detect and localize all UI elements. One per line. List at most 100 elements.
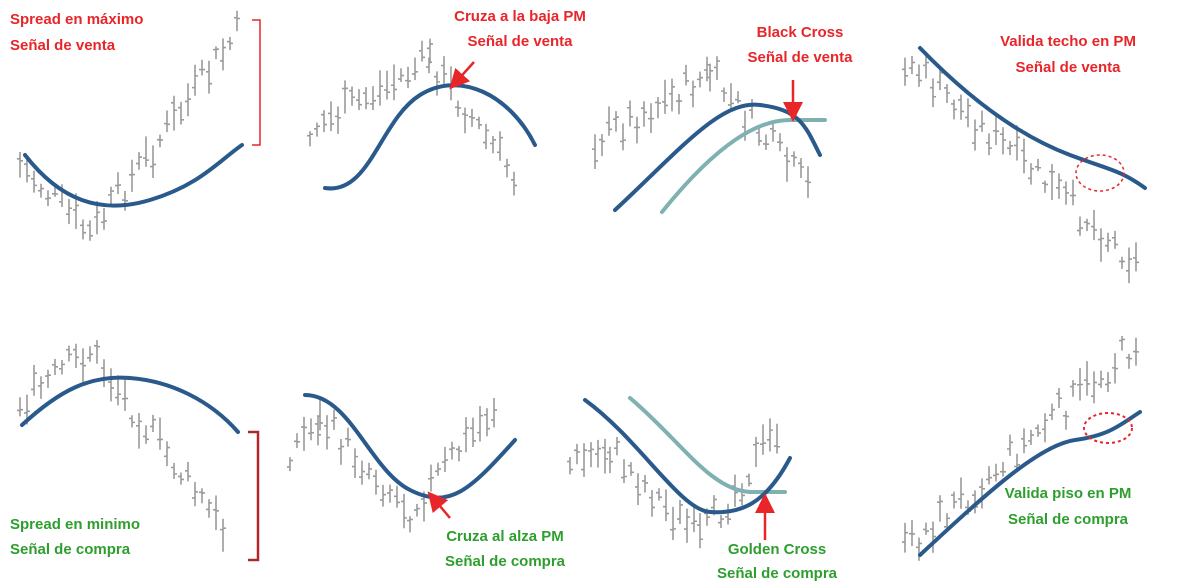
label: Spread en minimo	[10, 516, 140, 533]
label: Cruza a la baja PM	[454, 8, 586, 25]
price-bar	[1056, 387, 1062, 409]
price-bar	[721, 87, 727, 102]
price-bar	[335, 106, 341, 134]
price-bar	[1021, 428, 1027, 454]
price-bar	[171, 463, 177, 479]
price-bar	[206, 60, 212, 94]
price-bar	[52, 358, 58, 375]
price-bar	[129, 415, 135, 428]
price-bar	[979, 478, 985, 509]
price-bar	[150, 414, 156, 432]
price-bar	[592, 134, 598, 169]
price-bar	[301, 416, 307, 451]
moving-average	[918, 46, 1147, 190]
price-bar	[1091, 209, 1097, 241]
price-bar	[760, 424, 766, 455]
price-bar	[185, 83, 191, 117]
price-bar	[227, 36, 233, 51]
price-bar	[24, 158, 30, 183]
price-bar	[1000, 127, 1006, 155]
price-bar	[1007, 434, 1013, 456]
price-bar	[328, 101, 334, 132]
moving-average-slow	[628, 396, 787, 494]
moving-average	[20, 375, 240, 434]
price-bar	[634, 116, 640, 144]
price-bar	[707, 63, 713, 92]
price-bar	[377, 70, 383, 106]
price-bar	[798, 158, 804, 178]
price-bar	[115, 375, 121, 406]
price-bar	[315, 416, 321, 446]
price-bar	[1126, 353, 1132, 369]
price-bar	[80, 348, 86, 384]
price-bar	[398, 68, 404, 83]
price-bar	[38, 376, 44, 399]
price-bar	[606, 106, 612, 136]
price-bar	[979, 110, 985, 132]
price-bar	[220, 38, 226, 71]
price-bar	[206, 499, 212, 518]
price-bar	[352, 448, 358, 478]
price-bar	[338, 439, 344, 465]
price-bar	[449, 441, 455, 460]
price-bar	[171, 95, 177, 131]
price-bar	[648, 103, 654, 134]
price-bar	[213, 495, 219, 531]
price-bar	[17, 397, 23, 417]
price-bar	[641, 101, 647, 127]
price-bar	[683, 64, 689, 86]
price-bar	[1028, 429, 1034, 446]
price-bar	[1133, 337, 1139, 366]
price-bar	[504, 158, 510, 178]
price-bar	[916, 64, 922, 87]
price-bar	[656, 488, 662, 501]
price-bar	[178, 472, 184, 485]
price-bar	[363, 87, 369, 110]
price-bar	[331, 409, 337, 430]
price-bar	[1049, 164, 1055, 201]
price-bar	[434, 71, 440, 96]
price-bar	[470, 417, 476, 447]
price-bar	[164, 441, 170, 467]
price-bar	[972, 119, 978, 151]
moving-average	[918, 410, 1142, 557]
price-bar	[770, 123, 776, 142]
price-bar	[490, 135, 496, 154]
price-bar	[455, 100, 461, 117]
price-bar	[366, 462, 372, 480]
price-bar	[164, 110, 170, 132]
price-bar	[763, 134, 769, 150]
price-bar	[308, 418, 314, 441]
price-bar	[407, 516, 413, 533]
price-bar	[735, 91, 741, 104]
price-bar	[599, 134, 605, 157]
label: Cruza al alza PM	[446, 528, 564, 545]
price-bar	[192, 481, 198, 507]
price-bar	[157, 417, 163, 450]
price-bar	[1112, 353, 1118, 384]
price-bar	[746, 473, 752, 487]
price-bar	[370, 86, 376, 111]
label: Señal de compra	[445, 553, 566, 570]
price-bar	[87, 346, 93, 362]
price-bar	[511, 171, 517, 196]
price-bar	[628, 462, 634, 476]
price-bar	[909, 56, 915, 75]
moving-average	[303, 393, 517, 500]
price-bar	[356, 89, 362, 111]
highlight	[1075, 154, 1125, 192]
moving-average	[323, 83, 537, 191]
price-bar	[73, 343, 79, 368]
price-bar	[1112, 230, 1118, 249]
price-bar	[951, 491, 957, 509]
price-bar	[136, 413, 142, 449]
price-bar	[1091, 371, 1097, 404]
label: Valida piso en PM	[1005, 485, 1132, 502]
price-bar	[484, 408, 490, 437]
price-bar	[401, 493, 407, 529]
price-bar	[192, 64, 198, 96]
price-bar	[435, 462, 441, 476]
label: Valida techo en PM	[1000, 33, 1136, 50]
price-bar	[185, 461, 191, 482]
price-bar	[1063, 181, 1069, 205]
